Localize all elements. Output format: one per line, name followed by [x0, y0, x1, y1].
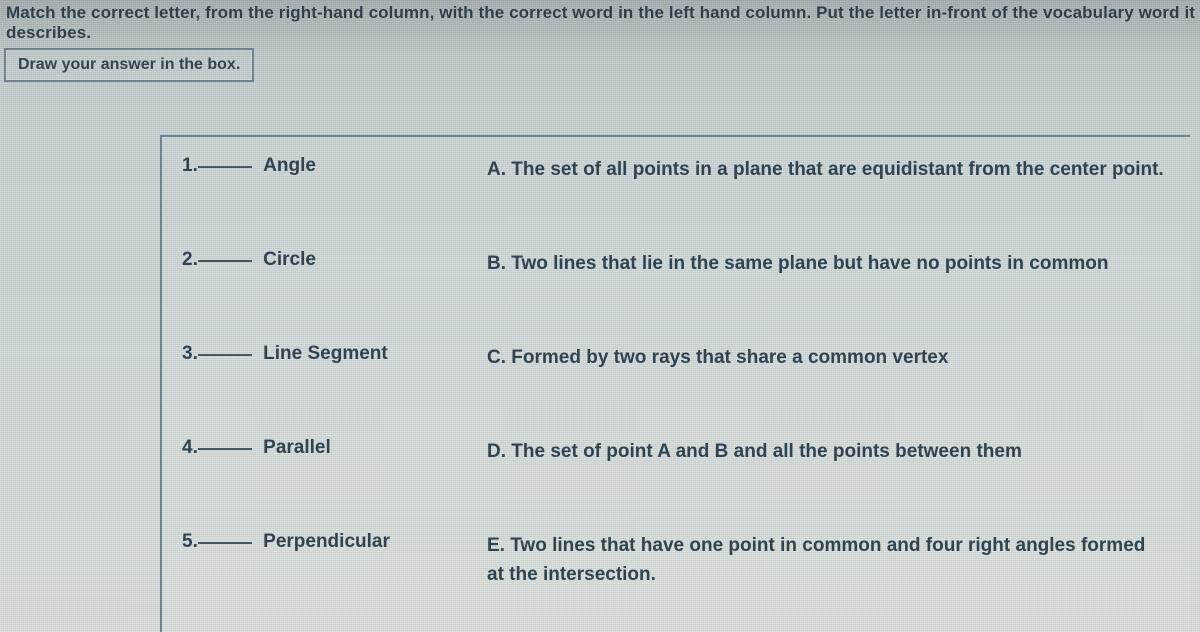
option-letter: A. — [487, 159, 506, 180]
vocab-term: Line Segment — [263, 343, 388, 365]
item-number: 4. — [182, 437, 198, 459]
vocab-term: Circle — [263, 249, 316, 271]
right-column-cell: E. Two lines that have one point in comm… — [487, 531, 1170, 590]
right-column-cell: D. The set of point A and B and all the … — [487, 437, 1170, 466]
option-text: Formed by two rays that share a common v… — [511, 347, 948, 368]
worksheet-row: 1. Angle A. The set of all points in a p… — [182, 155, 1170, 243]
left-column-cell: 2. Circle — [182, 249, 487, 271]
answer-blank[interactable] — [198, 260, 252, 262]
left-column-cell: 4. Parallel — [182, 437, 487, 459]
option-text: Two lines that have one point in common … — [487, 535, 1145, 585]
right-column-cell: A. The set of all points in a plane that… — [487, 155, 1170, 184]
option-text: The set of all points in a plane that ar… — [511, 159, 1163, 180]
left-column-cell: 3. Line Segment — [182, 343, 487, 365]
option-letter: B. — [487, 253, 506, 274]
option-letter: D. — [487, 441, 506, 462]
answer-blank[interactable] — [198, 448, 252, 450]
right-column-cell: C. Formed by two rays that share a commo… — [487, 343, 1170, 372]
option-letter: C. — [487, 347, 506, 368]
worksheet-region: 1. Angle A. The set of all points in a p… — [160, 135, 1190, 632]
item-number: 1. — [182, 155, 198, 177]
worksheet-row: 2. Circle B. Two lines that lie in the s… — [182, 249, 1170, 337]
answer-blank[interactable] — [198, 166, 252, 168]
worksheet-row: 5. Perpendicular E. Two lines that have … — [182, 531, 1170, 619]
left-column-cell: 1. Angle — [182, 155, 487, 177]
vocab-term: Parallel — [263, 437, 331, 459]
worksheet-row: 4. Parallel D. The set of point A and B … — [182, 437, 1170, 525]
answer-blank[interactable] — [198, 354, 252, 356]
item-number: 5. — [182, 531, 198, 553]
instructions-text: Match the correct letter, from the right… — [6, 3, 1200, 43]
draw-answer-box[interactable]: Draw your answer in the box. — [4, 48, 254, 82]
vocab-term: Perpendicular — [263, 531, 390, 553]
option-letter: E. — [487, 535, 505, 556]
item-number: 2. — [182, 249, 198, 271]
item-number: 3. — [182, 343, 198, 365]
vocab-term: Angle — [263, 155, 316, 177]
right-column-cell: B. Two lines that lie in the same plane … — [487, 249, 1170, 278]
option-text: The set of point A and B and all the poi… — [511, 441, 1022, 462]
worksheet-row: 3. Line Segment C. Formed by two rays th… — [182, 343, 1170, 431]
option-text: Two lines that lie in the same plane but… — [511, 253, 1108, 274]
answer-blank[interactable] — [198, 542, 252, 544]
left-column-cell: 5. Perpendicular — [182, 531, 487, 553]
